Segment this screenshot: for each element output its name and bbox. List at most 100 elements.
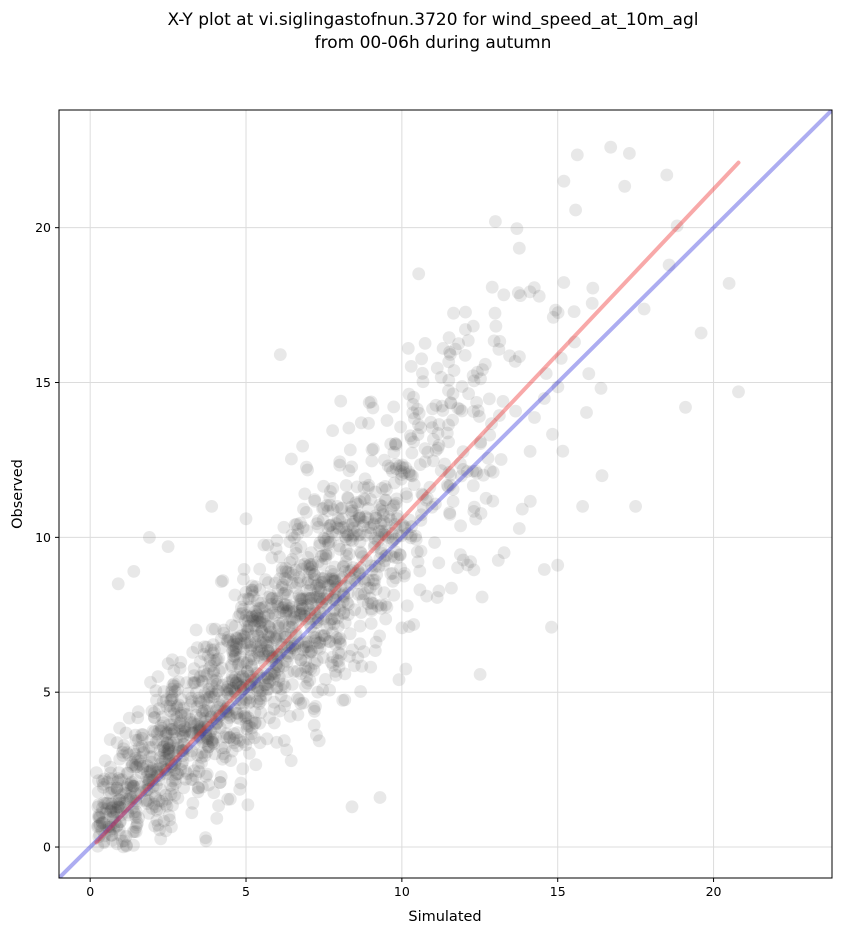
data-point-650 bbox=[328, 664, 342, 678]
data-point-882 bbox=[252, 697, 266, 710]
data-point-766 bbox=[227, 733, 241, 746]
data-point-1088 bbox=[208, 730, 222, 744]
data-point-112 bbox=[293, 591, 307, 605]
data-point-43 bbox=[438, 457, 452, 471]
data-point-945 bbox=[405, 446, 419, 460]
data-point-1218 bbox=[198, 711, 212, 725]
data-point-933 bbox=[280, 655, 294, 669]
data-point-683 bbox=[149, 684, 163, 698]
data-point-1520 bbox=[155, 795, 169, 808]
data-point-1635 bbox=[104, 786, 118, 800]
data-point-764 bbox=[229, 640, 243, 654]
data-point-1243 bbox=[114, 801, 128, 814]
data-point-232 bbox=[230, 706, 243, 720]
data-point-184 bbox=[242, 687, 256, 701]
data-point-1233 bbox=[443, 478, 457, 492]
data-point-1282 bbox=[303, 558, 317, 571]
data-point-1455 bbox=[124, 789, 137, 803]
data-point-1467 bbox=[323, 635, 337, 649]
data-point-672 bbox=[166, 774, 179, 788]
data-point-456 bbox=[424, 415, 438, 429]
data-point-789 bbox=[216, 694, 229, 707]
data-point-1519 bbox=[119, 830, 133, 843]
data-point-260 bbox=[213, 697, 227, 710]
data-point-415 bbox=[213, 708, 227, 722]
data-point-545 bbox=[299, 635, 313, 649]
data-point-313 bbox=[249, 580, 262, 594]
chart-title-line-1: X-Y plot at vi.siglingastofnun.3720 for … bbox=[167, 10, 698, 30]
data-point-1328 bbox=[236, 670, 250, 684]
data-point-903 bbox=[248, 731, 261, 745]
data-point-1362 bbox=[104, 766, 117, 780]
data-point-1452 bbox=[232, 641, 245, 655]
data-point-1151 bbox=[248, 676, 261, 689]
data-point-886 bbox=[344, 533, 358, 547]
data-point-1380 bbox=[289, 563, 303, 577]
data-point-1180 bbox=[120, 838, 133, 852]
data-point-136 bbox=[341, 491, 355, 505]
data-point-1348 bbox=[248, 716, 262, 730]
data-point-120 bbox=[129, 805, 143, 818]
data-point-275 bbox=[262, 630, 275, 643]
data-point-1420 bbox=[220, 731, 234, 744]
data-point-1510 bbox=[319, 552, 332, 565]
data-point-1578 bbox=[113, 721, 126, 735]
data-point-891 bbox=[149, 790, 162, 803]
data-point-928 bbox=[460, 465, 474, 478]
data-point-1383 bbox=[229, 676, 243, 690]
data-point-1219 bbox=[215, 741, 228, 755]
data-point-1649 bbox=[356, 550, 369, 563]
data-point-979 bbox=[307, 630, 321, 644]
data-point-1434 bbox=[497, 288, 511, 302]
data-point-269 bbox=[418, 455, 432, 468]
data-point-333 bbox=[199, 728, 213, 741]
data-point-1370 bbox=[370, 568, 384, 582]
data-point-1319 bbox=[567, 305, 581, 318]
data-point-210 bbox=[364, 660, 378, 674]
data-point-712 bbox=[246, 612, 259, 626]
data-point-215 bbox=[165, 682, 179, 696]
data-point-849 bbox=[167, 725, 181, 738]
data-point-1367 bbox=[345, 643, 359, 657]
data-point-236 bbox=[176, 744, 190, 758]
data-point-1142 bbox=[234, 776, 248, 790]
data-point-1122 bbox=[115, 788, 128, 802]
data-point-667 bbox=[308, 634, 322, 648]
data-point-1258 bbox=[223, 682, 236, 696]
data-point-149 bbox=[172, 698, 186, 712]
data-point-1637 bbox=[337, 588, 350, 602]
data-point-1614 bbox=[556, 444, 570, 458]
data-point-1043 bbox=[436, 342, 450, 355]
data-point-366 bbox=[328, 582, 341, 596]
data-point-1440 bbox=[365, 563, 379, 577]
data-point-906 bbox=[299, 654, 312, 667]
data-point-1662 bbox=[432, 584, 446, 598]
data-point-1120 bbox=[200, 640, 214, 654]
data-point-606 bbox=[384, 567, 398, 581]
data-point-1441 bbox=[394, 472, 408, 486]
data-point-1215 bbox=[286, 639, 299, 653]
data-point-222 bbox=[161, 746, 175, 759]
data-point-630 bbox=[193, 723, 207, 737]
data-point-482 bbox=[154, 724, 168, 738]
data-point-1472 bbox=[156, 695, 170, 708]
data-point-564 bbox=[374, 546, 388, 560]
data-point-1310 bbox=[305, 565, 319, 578]
data-point-81 bbox=[331, 611, 345, 625]
data-point-410 bbox=[444, 468, 457, 482]
data-point-74 bbox=[410, 545, 424, 559]
data-point-551 bbox=[261, 576, 275, 590]
data-point-1421 bbox=[111, 800, 125, 814]
data-point-1556 bbox=[387, 588, 401, 602]
data-point-1436 bbox=[250, 607, 264, 621]
data-point-1195 bbox=[429, 443, 443, 457]
data-point-1202 bbox=[203, 728, 216, 742]
data-point-225 bbox=[239, 627, 253, 640]
data-point-1733 bbox=[679, 400, 692, 414]
data-point-1297 bbox=[539, 367, 553, 380]
data-point-675 bbox=[161, 736, 174, 749]
data-point-937 bbox=[120, 746, 134, 759]
data-point-504 bbox=[265, 667, 279, 681]
data-point-1393 bbox=[184, 698, 198, 712]
data-point-676 bbox=[339, 543, 353, 557]
